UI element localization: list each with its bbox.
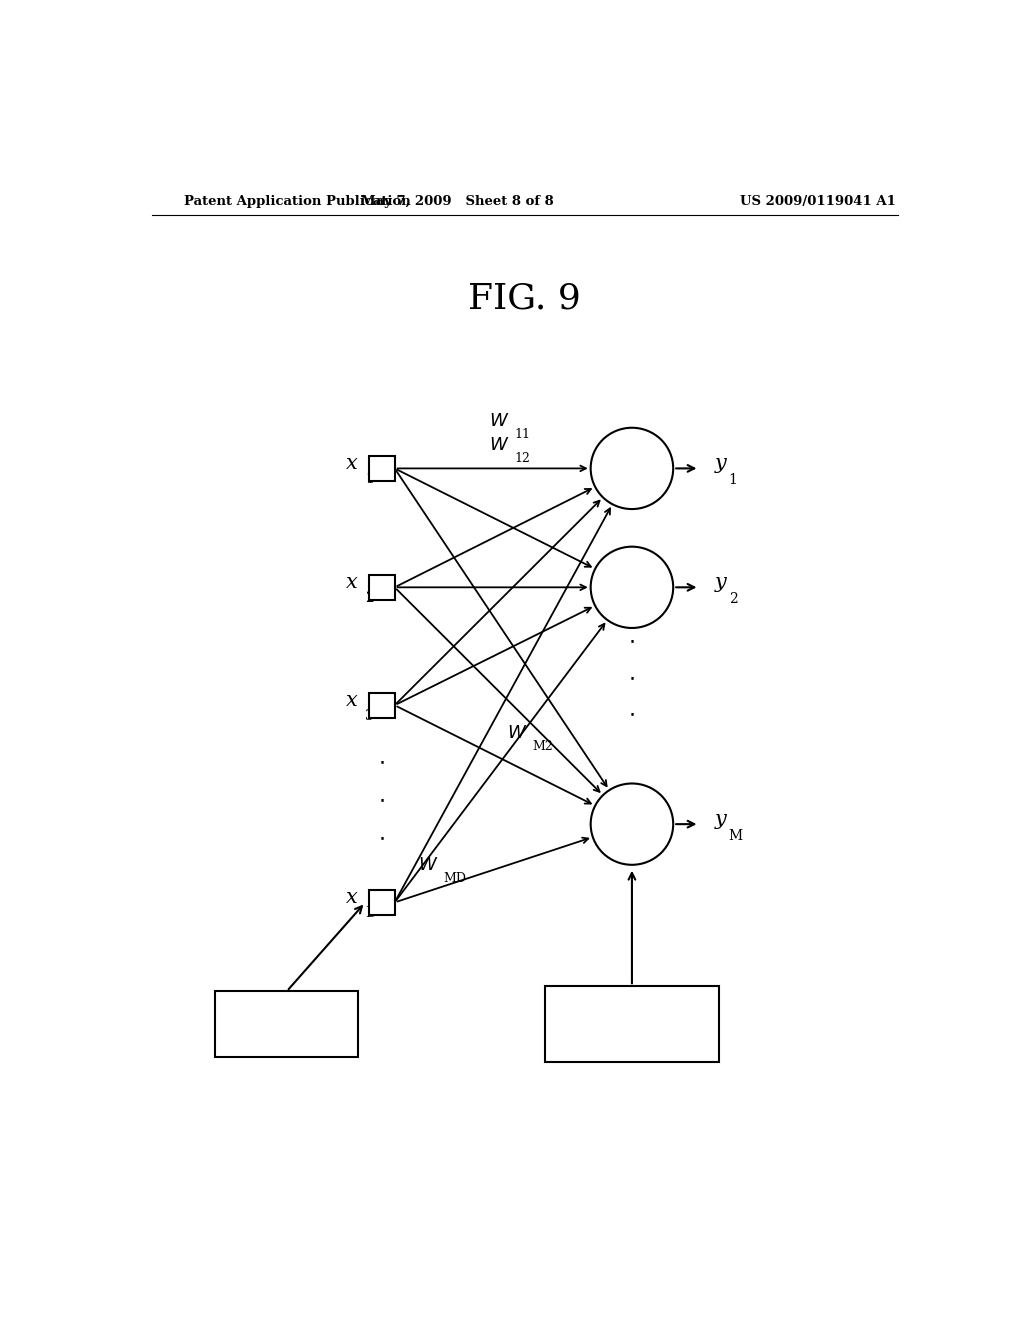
- Text: D: D: [366, 907, 376, 920]
- Text: M2: M2: [532, 739, 554, 752]
- Text: y: y: [715, 809, 727, 829]
- Text: $W$: $W$: [489, 436, 510, 454]
- Text: 2: 2: [729, 593, 737, 606]
- Text: $W$: $W$: [507, 723, 527, 742]
- Bar: [545, 986, 719, 1063]
- Text: 2: 2: [366, 591, 374, 606]
- Text: x: x: [346, 454, 357, 473]
- Text: components: components: [581, 1032, 683, 1049]
- Text: y: y: [715, 573, 727, 591]
- Bar: [370, 693, 394, 718]
- Text: 12: 12: [514, 453, 530, 465]
- Bar: [215, 991, 358, 1057]
- Text: 1: 1: [366, 473, 374, 487]
- Text: May 7, 2009   Sheet 8 of 8: May 7, 2009 Sheet 8 of 8: [361, 194, 554, 207]
- Text: M: M: [622, 459, 642, 478]
- Text: 3: 3: [366, 709, 374, 723]
- Text: US 2009/0119041 A1: US 2009/0119041 A1: [740, 194, 896, 207]
- Text: ⋅: ⋅: [629, 669, 636, 689]
- Bar: [370, 455, 394, 480]
- Text: MD: MD: [443, 873, 466, 884]
- Text: x: x: [346, 690, 357, 710]
- Text: 11: 11: [514, 428, 530, 441]
- Text: M: M: [622, 578, 642, 597]
- Text: x: x: [346, 888, 357, 907]
- Text: EIS Data: EIS Data: [249, 1016, 325, 1032]
- Text: M: M: [729, 829, 742, 843]
- Text: Patent Application Publication: Patent Application Publication: [183, 194, 411, 207]
- Bar: [370, 574, 394, 599]
- Text: ⋅: ⋅: [379, 791, 385, 810]
- Text: ⋅: ⋅: [379, 754, 385, 774]
- Text: M: M: [622, 816, 642, 833]
- Text: ⋅: ⋅: [629, 632, 636, 652]
- Bar: [370, 890, 394, 915]
- Text: $W$: $W$: [418, 855, 438, 874]
- Ellipse shape: [591, 784, 673, 865]
- Text: $W$: $W$: [489, 412, 510, 429]
- Text: ⋅: ⋅: [629, 705, 636, 726]
- Ellipse shape: [591, 428, 673, 510]
- Text: y: y: [715, 454, 727, 473]
- Text: 1: 1: [729, 474, 737, 487]
- Text: ⋅: ⋅: [379, 829, 385, 849]
- Text: Principal: Principal: [594, 1002, 670, 1019]
- Text: x: x: [346, 573, 357, 591]
- Text: FIG. 9: FIG. 9: [468, 281, 582, 315]
- Ellipse shape: [591, 546, 673, 628]
